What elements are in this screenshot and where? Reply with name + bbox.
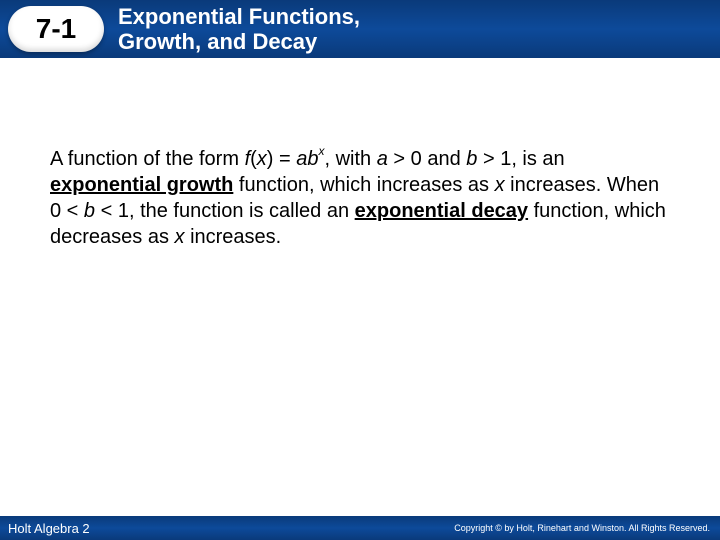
text: < 1, the function is called an xyxy=(95,200,355,222)
var-b2: b xyxy=(84,200,95,222)
header-bar: 7-1 Exponential Functions, Growth, and D… xyxy=(0,0,720,58)
term-decay: exponential decay xyxy=(355,200,528,222)
section-number: 7-1 xyxy=(36,13,76,45)
term-growth: exponential growth xyxy=(50,174,233,196)
var-x3: x xyxy=(175,226,185,248)
ab: ab xyxy=(296,148,318,170)
title-line-1: Exponential Functions, xyxy=(118,4,360,29)
footer-book-title: Holt Algebra 2 xyxy=(8,521,90,536)
paren-close-eq: ) = xyxy=(267,148,296,170)
var-b: b xyxy=(466,148,477,170)
text-gt1: > 1, is an xyxy=(477,148,564,170)
text: increases. xyxy=(185,226,282,248)
fx-x: x xyxy=(257,148,267,170)
body-paragraph: A function of the form f(x) = abx, with … xyxy=(0,58,720,250)
text: , with xyxy=(325,148,377,170)
header-title: Exponential Functions, Growth, and Decay xyxy=(118,4,360,55)
exponent-x: x xyxy=(319,144,325,158)
text: A function of the form xyxy=(50,148,245,170)
var-a: a xyxy=(377,148,388,170)
footer-copyright: Copyright © by Holt, Rinehart and Winsto… xyxy=(454,523,710,533)
title-line-2: Growth, and Decay xyxy=(118,29,360,54)
text-gt0: > 0 and xyxy=(388,148,466,170)
paren-open: ( xyxy=(250,148,257,170)
text: function, which increases as xyxy=(233,174,494,196)
section-badge: 7-1 xyxy=(8,6,104,52)
var-x2: x xyxy=(495,174,505,196)
footer-bar: Holt Algebra 2 Copyright © by Holt, Rine… xyxy=(0,516,720,540)
